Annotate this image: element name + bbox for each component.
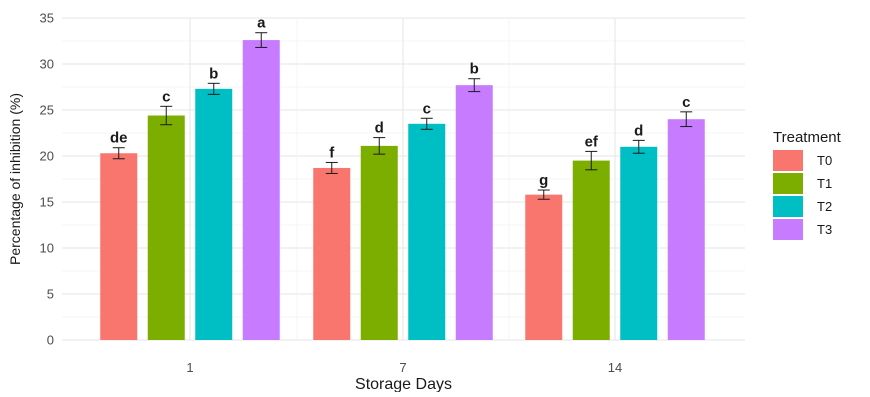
y-tick-label: 0 bbox=[47, 333, 54, 348]
bar-t1-day-1 bbox=[147, 115, 185, 341]
y-tick-label: 15 bbox=[40, 195, 54, 210]
error-bars bbox=[112, 32, 693, 200]
error-bar bbox=[160, 105, 173, 126]
x-axis-title: Storage Days bbox=[355, 376, 452, 392]
error-bar bbox=[325, 161, 338, 174]
error-bar bbox=[632, 139, 645, 154]
x-tick-label: 1 bbox=[186, 360, 193, 375]
y-tick-label: 35 bbox=[40, 11, 54, 26]
bar-t0-day-14 bbox=[525, 194, 563, 340]
error-bar bbox=[207, 82, 220, 95]
error-bar bbox=[420, 117, 433, 130]
y-axis-title: Percentage of inhibition (%) bbox=[7, 93, 23, 265]
error-bar bbox=[255, 32, 268, 48]
y-tick-label: 20 bbox=[40, 149, 54, 164]
significance-label: b bbox=[209, 65, 218, 82]
x-tick-label: 7 bbox=[399, 360, 406, 375]
bar-t3-day-14 bbox=[667, 119, 705, 340]
y-axis-ticks: 0 5 10 15 20 25 30 35 bbox=[40, 11, 54, 348]
legend-key-t0 bbox=[773, 150, 803, 171]
bar-t1-day-7 bbox=[360, 145, 398, 340]
bar-t2-day-1 bbox=[195, 88, 233, 340]
significance-label: d bbox=[634, 122, 643, 139]
y-tick-label: 30 bbox=[40, 57, 54, 72]
bar-t3-day-1 bbox=[242, 40, 280, 341]
bar-t2-day-14 bbox=[620, 146, 658, 340]
y-tick-label: 5 bbox=[47, 287, 54, 302]
error-bar bbox=[585, 150, 598, 171]
legend-key-t1 bbox=[773, 173, 803, 194]
legend-label-t0: T0 bbox=[817, 153, 832, 168]
x-tick-label: 14 bbox=[608, 360, 622, 375]
significance-label: c bbox=[423, 100, 431, 117]
error-bar bbox=[373, 137, 386, 155]
legend-label-t2: T2 bbox=[817, 199, 832, 214]
significance-label: c bbox=[682, 94, 690, 111]
significance-label: g bbox=[539, 172, 548, 189]
bar-t0-day-1 bbox=[100, 153, 138, 340]
legend-key-t2 bbox=[773, 196, 803, 217]
significance-label: d bbox=[375, 120, 384, 137]
legend-key-t3 bbox=[773, 219, 803, 240]
significance-label: f bbox=[329, 144, 335, 161]
error-bar bbox=[680, 111, 693, 128]
bars bbox=[100, 40, 705, 341]
significance-label: a bbox=[257, 15, 266, 32]
error-bar bbox=[537, 189, 550, 200]
bar-t2-day-7 bbox=[408, 123, 446, 340]
error-bar bbox=[112, 147, 125, 160]
legend-label-t1: T1 bbox=[817, 176, 832, 191]
error-bar bbox=[468, 78, 481, 93]
legend-title: Treatment bbox=[773, 129, 842, 146]
legend-label-t3: T3 bbox=[817, 222, 832, 237]
y-tick-label: 25 bbox=[40, 103, 54, 118]
significance-label: c bbox=[162, 88, 170, 105]
legend: Treatment T0 T1 T2 T3 bbox=[773, 129, 842, 240]
significance-label: ef bbox=[585, 133, 599, 150]
bar-t0-day-7 bbox=[313, 167, 351, 340]
significance-label: de bbox=[110, 130, 128, 147]
significance-label: b bbox=[470, 61, 479, 78]
bar-t1-day-14 bbox=[572, 160, 610, 340]
bar-t3-day-7 bbox=[455, 85, 493, 340]
x-axis-ticks: 1 7 14 bbox=[186, 360, 622, 375]
y-tick-label: 10 bbox=[40, 241, 54, 256]
